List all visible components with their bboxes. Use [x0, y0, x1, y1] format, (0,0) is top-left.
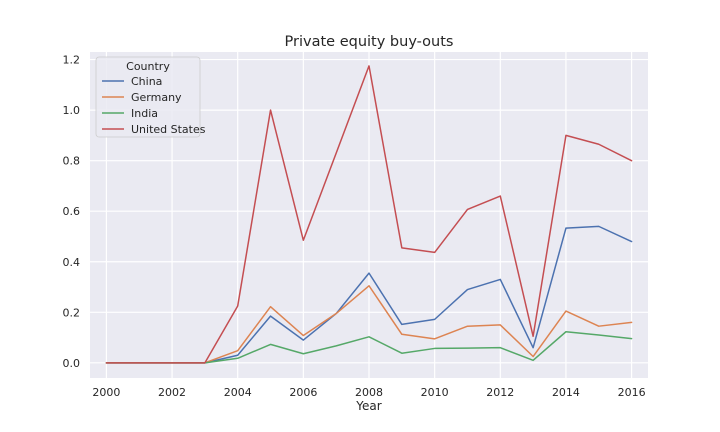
legend-label-united-states: United States: [131, 123, 206, 136]
x-tick-label: 2012: [486, 386, 514, 399]
x-tick-label: 2010: [421, 386, 449, 399]
legend-frame: [95, 56, 201, 138]
legend: Country China Germany India United States: [95, 56, 206, 138]
legend-items: China Germany India United States: [102, 75, 206, 136]
legend-title: Country: [126, 60, 170, 73]
x-tick-label: 2004: [224, 386, 252, 399]
x-axis-label: Year: [355, 399, 381, 413]
y-tick-label: 0.0: [63, 357, 81, 370]
y-tick-label: 1.2: [63, 54, 81, 67]
x-tick-labels: 2000 2002 2004 2006 2008 2010 2012 2014 2016: [92, 386, 645, 399]
chart-title: Private equity buy-outs: [285, 34, 454, 50]
y-tick-label: 1.0: [63, 104, 81, 117]
x-tick-label: 2000: [92, 386, 120, 399]
legend-label-germany: Germany: [131, 91, 182, 104]
y-tick-label: 0.6: [63, 205, 81, 218]
y-tick-labels: 0.0 0.2 0.4 0.6 0.8 1.0 1.2: [63, 54, 81, 370]
x-tick-label: 2006: [289, 386, 317, 399]
x-tick-label: 2002: [158, 386, 186, 399]
legend-label-china: China: [131, 75, 162, 88]
y-tick-label: 0.2: [63, 306, 81, 319]
x-tick-label: 2016: [618, 386, 646, 399]
x-tick-label: 2014: [552, 386, 580, 399]
x-tick-label: 2008: [355, 386, 383, 399]
series-lines: [105, 65, 633, 364]
y-tick-label: 0.8: [63, 155, 81, 168]
series-line-united-states: [105, 65, 633, 364]
legend-label-india: India: [131, 107, 158, 120]
y-tick-label: 0.4: [63, 256, 81, 269]
